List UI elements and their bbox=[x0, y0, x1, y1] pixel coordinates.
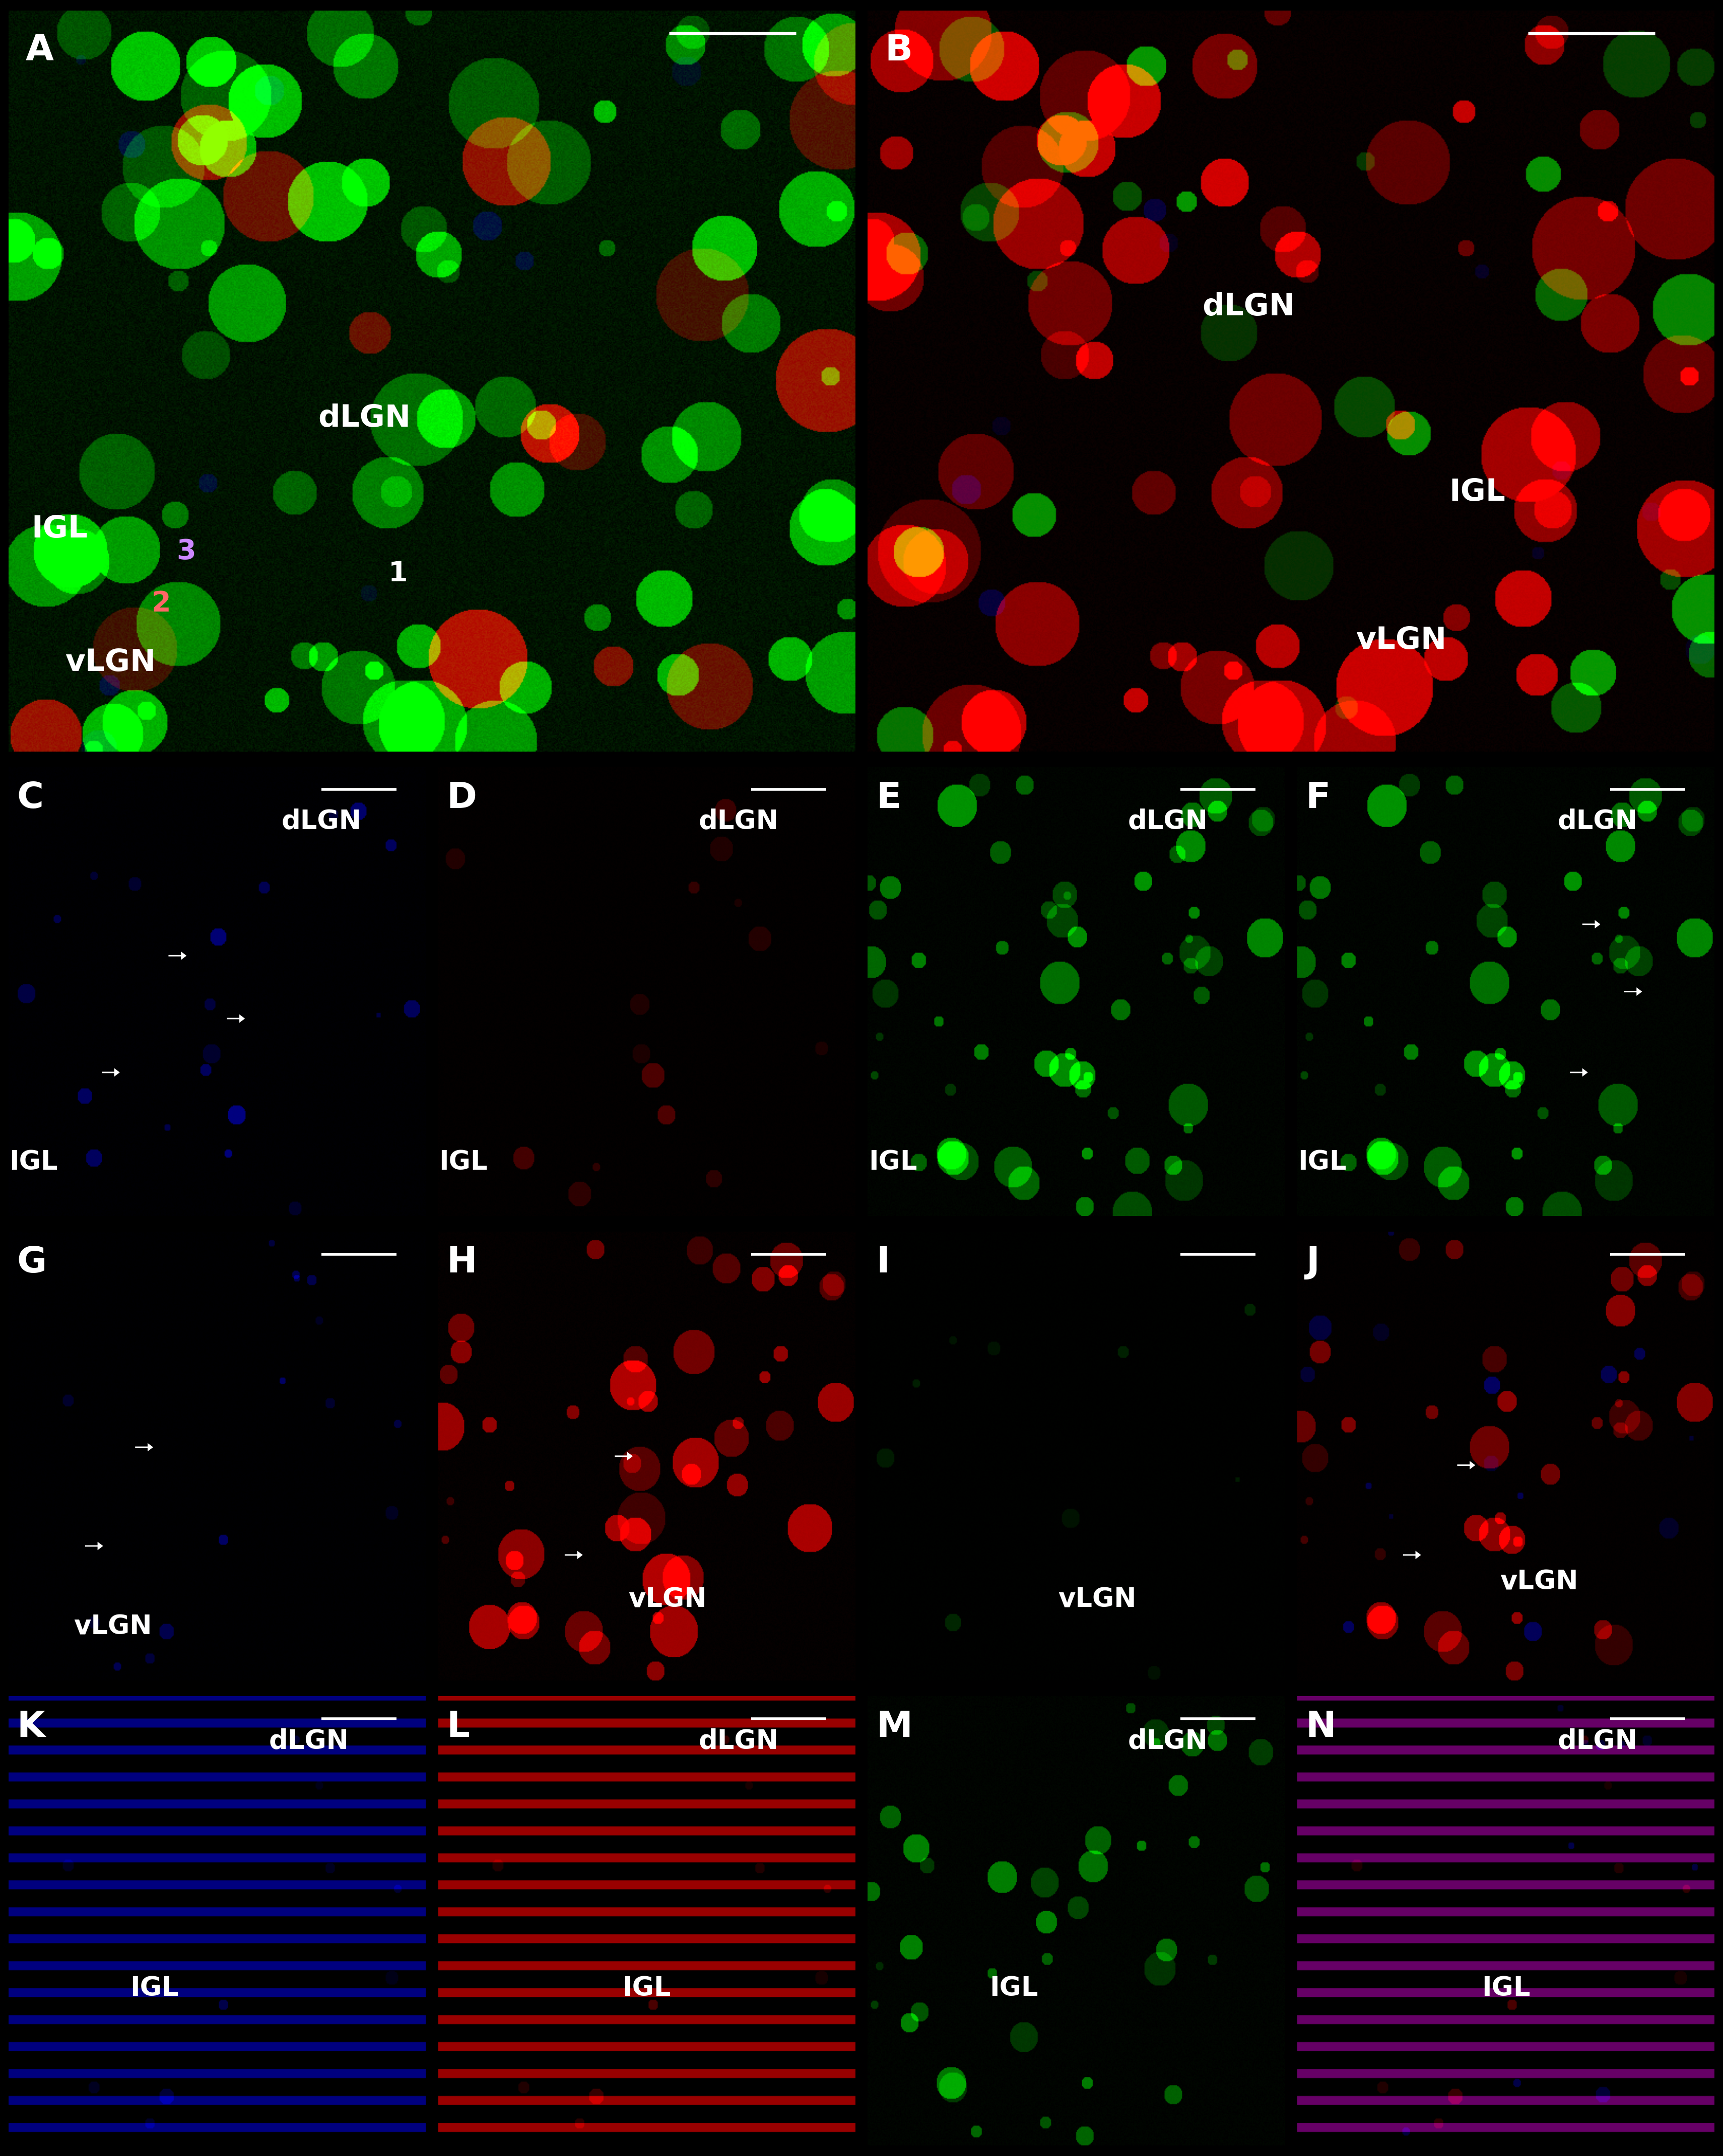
Text: dLGN: dLGN bbox=[1558, 809, 1637, 834]
Text: dLGN: dLGN bbox=[269, 1729, 350, 1755]
Text: D: D bbox=[446, 780, 477, 815]
Text: IGL: IGL bbox=[131, 1975, 179, 2001]
Text: vLGN: vLGN bbox=[1501, 1570, 1578, 1595]
Text: dLGN: dLGN bbox=[281, 809, 362, 834]
Text: A: A bbox=[26, 32, 53, 67]
Text: H: H bbox=[446, 1246, 477, 1281]
Text: dLGN: dLGN bbox=[1558, 1729, 1637, 1755]
Text: IGL: IGL bbox=[1449, 476, 1506, 507]
Text: M: M bbox=[875, 1710, 911, 1744]
Text: vLGN: vLGN bbox=[1058, 1587, 1135, 1613]
Text: C: C bbox=[17, 780, 43, 815]
Text: dLGN: dLGN bbox=[1203, 293, 1296, 321]
Text: vLGN: vLGN bbox=[629, 1587, 706, 1613]
Text: IGL: IGL bbox=[989, 1975, 1037, 2001]
Text: N: N bbox=[1306, 1710, 1335, 1744]
Text: dLGN: dLGN bbox=[698, 1729, 779, 1755]
Text: B: B bbox=[884, 32, 913, 67]
Text: 1: 1 bbox=[388, 561, 408, 586]
Text: IGL: IGL bbox=[31, 515, 88, 543]
Text: IGL: IGL bbox=[868, 1149, 917, 1175]
Text: dLGN: dLGN bbox=[1129, 809, 1208, 834]
Text: L: L bbox=[446, 1710, 470, 1744]
Text: J: J bbox=[1306, 1246, 1320, 1281]
Text: IGL: IGL bbox=[622, 1975, 670, 2001]
Text: 2: 2 bbox=[152, 591, 171, 617]
Text: vLGN: vLGN bbox=[1356, 625, 1447, 655]
Text: K: K bbox=[17, 1710, 45, 1744]
Text: dLGN: dLGN bbox=[698, 809, 779, 834]
Text: E: E bbox=[875, 780, 901, 815]
Text: 3: 3 bbox=[177, 537, 196, 565]
Text: IGL: IGL bbox=[1297, 1149, 1347, 1175]
Text: vLGN: vLGN bbox=[74, 1613, 152, 1641]
Text: IGL: IGL bbox=[9, 1149, 59, 1175]
Text: IGL: IGL bbox=[1482, 1975, 1530, 2001]
Text: IGL: IGL bbox=[439, 1149, 488, 1175]
Text: I: I bbox=[875, 1246, 889, 1281]
Text: dLGN: dLGN bbox=[317, 403, 410, 433]
Text: F: F bbox=[1306, 780, 1330, 815]
Text: vLGN: vLGN bbox=[65, 647, 155, 677]
Text: dLGN: dLGN bbox=[1129, 1729, 1208, 1755]
Text: G: G bbox=[17, 1246, 47, 1281]
